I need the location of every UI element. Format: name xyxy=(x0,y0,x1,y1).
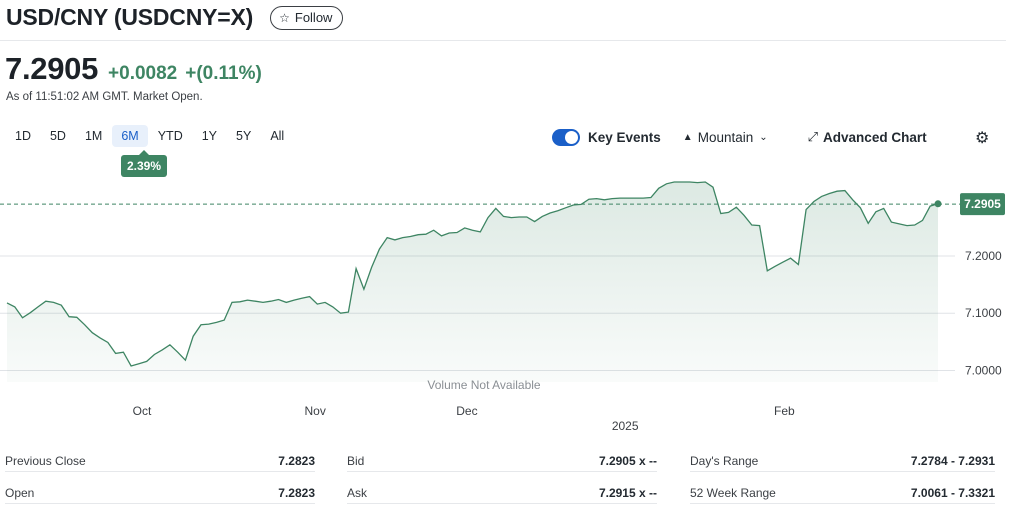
range-selector: 1D 5D 1M 6M YTD 1Y 5Y All xyxy=(6,125,294,147)
stat-value: 7.2823 xyxy=(278,486,315,500)
stat-item: 52 Week Range 7.0061 - 7.3321 xyxy=(690,480,995,504)
follow-label: Follow xyxy=(294,10,333,25)
x-tick-label: Oct xyxy=(133,404,152,418)
stat-label: Bid xyxy=(347,454,365,468)
series-line xyxy=(6,181,939,367)
chart-controls: Key Events ▲ Mountain ⌄ ⤢ Advanced Chart xyxy=(552,127,927,147)
price-change: +0.0082 xyxy=(108,63,178,84)
stat-item: Open 7.2823 xyxy=(5,480,315,504)
price-change-percent: +(0.11%) xyxy=(185,63,262,84)
range-1d[interactable]: 1D xyxy=(15,129,31,143)
advanced-chart-button[interactable]: Advanced Chart xyxy=(823,129,927,145)
key-events-label: Key Events xyxy=(588,129,661,145)
last-price-badge xyxy=(960,193,1005,216)
stat-value: 7.2784 - 7.2931 xyxy=(910,454,995,468)
x-tick-label: Dec xyxy=(456,404,477,418)
stat-label: Ask xyxy=(347,486,368,500)
stats-row: Open 7.2823 Ask 7.2915 x -- 52 Week Range 7.0… xyxy=(0,480,1006,507)
y-tick-label: 7.2000 xyxy=(965,249,1002,263)
range-1y[interactable]: 1Y xyxy=(201,129,218,143)
quote-header: USD/CNY (USDCNY=X) ☆ Follow xyxy=(6,4,344,31)
stats-row: Previous Close 7.2823 Bid 7.2905 x -- Day's … xyxy=(0,448,1006,478)
range-all[interactable]: All xyxy=(270,129,285,143)
y-tick-label: 7.1000 xyxy=(965,306,1002,320)
series-area xyxy=(7,182,938,382)
price-row: 7.2905 +0.0082 +(0.11%) xyxy=(5,51,262,87)
last-price-dot xyxy=(934,200,942,208)
last-price-label: 7.2905 xyxy=(964,197,1001,211)
stat-item: Ask 7.2915 x -- xyxy=(347,480,657,504)
gear-icon[interactable]: ⚙ xyxy=(975,130,990,147)
as-of-timestamp: As of 11:51:02 AM GMT. Market Open. xyxy=(6,91,203,103)
x-year-label: 2025 xyxy=(612,419,639,433)
star-icon: ☆ xyxy=(279,10,290,25)
header-divider xyxy=(0,40,1006,41)
stat-label: 52 Week Range xyxy=(690,486,776,500)
range-ytd[interactable]: YTD xyxy=(157,129,183,143)
stat-label: Open xyxy=(5,486,35,500)
range-6m[interactable]: 6M xyxy=(112,125,148,147)
stat-label: Previous Close xyxy=(5,454,86,468)
stat-value: 7.2915 x -- xyxy=(598,486,657,500)
y-tick-label: 7.0000 xyxy=(965,364,1002,378)
mountain-icon[interactable]: ▲ xyxy=(682,131,693,143)
x-tick-label: Nov xyxy=(304,404,325,418)
toggle-knob xyxy=(565,130,578,144)
x-tick-label: Feb xyxy=(774,404,795,418)
stat-value: 7.2905 x -- xyxy=(598,454,657,468)
chart-type-dropdown[interactable]: Mountain xyxy=(697,129,754,145)
range-1m[interactable]: 1M xyxy=(84,129,103,143)
stat-label: Day's Range xyxy=(690,454,759,468)
range-5y[interactable]: 5Y xyxy=(236,129,252,143)
page-title: USD/CNY (USDCNY=X) xyxy=(6,4,254,30)
chevron-down-icon[interactable]: ⌄ xyxy=(759,131,768,143)
stat-item: Previous Close 7.2823 xyxy=(5,448,315,472)
range-change-tooltip: 2.39% xyxy=(121,150,168,177)
stat-item: Bid 7.2905 x -- xyxy=(347,448,657,472)
current-price: 7.2905 xyxy=(5,51,99,86)
stat-item: Day's Range 7.2784 - 7.2931 xyxy=(690,448,995,472)
follow-button[interactable]: ☆ Follow xyxy=(270,5,344,30)
expand-icon[interactable]: ⤢ xyxy=(807,129,819,144)
key-events-toggle[interactable] xyxy=(552,128,580,146)
stat-value: 7.0061 - 7.3321 xyxy=(910,486,995,500)
stat-value: 7.2823 xyxy=(278,454,315,468)
range-5d[interactable]: 5D xyxy=(49,129,66,143)
